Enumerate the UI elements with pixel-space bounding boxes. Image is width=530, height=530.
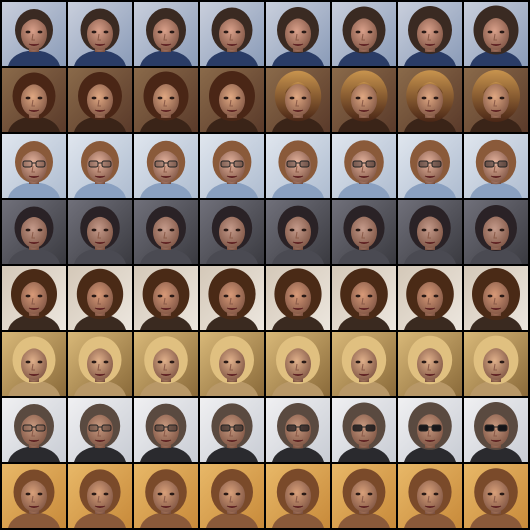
face-thumbnail [68,134,132,198]
face-thumbnail [2,398,66,462]
face-thumbnail [68,2,132,66]
face-thumbnail [332,332,396,396]
face-thumbnail [134,332,198,396]
face-thumbnail [68,266,132,330]
face-thumbnail [332,134,396,198]
face-thumbnail [266,332,330,396]
face-thumbnail [398,200,462,264]
face-thumbnail [2,68,66,132]
face-thumbnail [398,398,462,462]
face-thumbnail [464,464,528,528]
face-thumbnail [266,68,330,132]
face-thumbnail [266,464,330,528]
face-thumbnail [134,2,198,66]
face-thumbnail [398,68,462,132]
face-thumbnail [464,266,528,330]
face-thumbnail [266,200,330,264]
face-thumbnail [134,68,198,132]
face-thumbnail [398,266,462,330]
face-thumbnail [266,2,330,66]
face-thumbnail [200,134,264,198]
face-thumbnail [2,200,66,264]
face-thumbnail [398,2,462,66]
face-thumbnail [266,266,330,330]
face-thumbnail [68,200,132,264]
face-thumbnail [2,134,66,198]
face-thumbnail [332,464,396,528]
face-thumbnail [200,68,264,132]
face-thumbnail [200,464,264,528]
face-thumbnail [332,398,396,462]
face-thumbnail [2,332,66,396]
face-thumbnail [200,200,264,264]
face-thumbnail [398,134,462,198]
face-thumbnail [2,266,66,330]
face-thumbnail [464,68,528,132]
face-thumbnail [398,464,462,528]
face-thumbnail [68,68,132,132]
face-thumbnail [464,332,528,396]
face-thumbnail [266,134,330,198]
face-thumbnail [464,134,528,198]
face-thumbnail [2,464,66,528]
face-thumbnail [200,332,264,396]
face-thumbnail [134,266,198,330]
face-thumbnail [134,464,198,528]
face-thumbnail [464,398,528,462]
face-thumbnail [200,266,264,330]
face-thumbnail [2,2,66,66]
face-thumbnail [464,2,528,66]
face-thumbnail [134,398,198,462]
face-thumbnail [464,200,528,264]
face-thumbnail [398,332,462,396]
face-thumbnail [68,398,132,462]
face-thumbnail [200,398,264,462]
face-thumbnail [68,464,132,528]
face-thumbnail [68,332,132,396]
face-thumbnail [332,266,396,330]
face-thumbnail [266,398,330,462]
face-thumbnail [332,68,396,132]
face-thumbnail [332,2,396,66]
face-thumbnail [200,2,264,66]
face-thumbnail [332,200,396,264]
face-thumbnail [134,200,198,264]
face-thumbnail [134,134,198,198]
